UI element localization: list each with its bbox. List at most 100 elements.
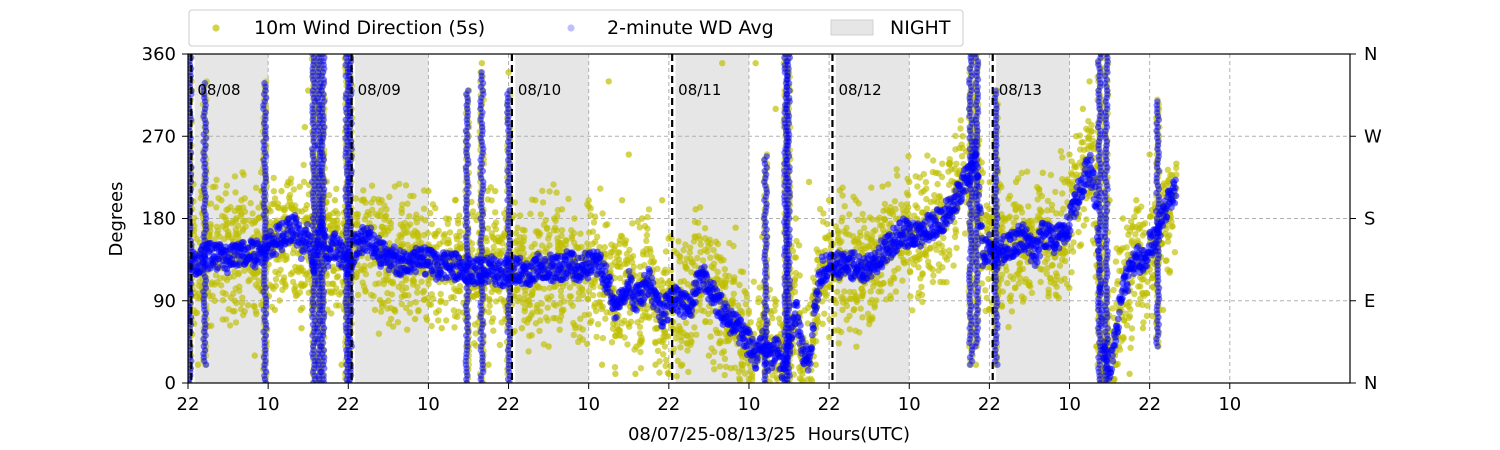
wind-point xyxy=(839,306,846,314)
wind-point xyxy=(871,304,878,311)
wind-point xyxy=(591,213,599,220)
wind-point xyxy=(616,237,624,244)
wind-point xyxy=(244,302,252,309)
wind-point xyxy=(998,271,1006,278)
wind-point xyxy=(840,228,848,235)
wind-point xyxy=(440,232,447,239)
wind-point xyxy=(823,235,830,242)
wind-point xyxy=(538,300,545,307)
wind-point xyxy=(702,318,709,325)
wind-point xyxy=(1144,302,1151,309)
wind-point xyxy=(929,266,936,273)
wind-point xyxy=(255,284,262,291)
wind-point xyxy=(385,227,392,234)
wind-point xyxy=(691,324,698,331)
wind-point xyxy=(543,245,550,252)
wind-point xyxy=(424,295,431,302)
wind-point xyxy=(643,245,650,253)
wind-point xyxy=(835,327,842,334)
wind-point xyxy=(283,252,290,260)
wind-point xyxy=(887,204,894,211)
wind-point xyxy=(287,271,295,278)
wind-point xyxy=(1162,257,1169,264)
wind-point xyxy=(585,203,592,210)
wind-point xyxy=(859,210,866,218)
wind-point xyxy=(290,278,297,286)
wind-point xyxy=(296,183,303,190)
wind-point xyxy=(1112,258,1120,265)
wind-point xyxy=(889,211,897,218)
wind-point xyxy=(1018,169,1025,177)
wind-point xyxy=(870,283,877,290)
wind-point xyxy=(394,319,402,326)
wind-point xyxy=(211,281,218,288)
wind-point xyxy=(377,212,384,219)
wind-point xyxy=(864,230,871,238)
wind-point xyxy=(959,133,966,140)
wind-point xyxy=(771,295,778,303)
wind-point xyxy=(378,223,386,230)
wind-point xyxy=(496,253,503,260)
wind-point xyxy=(636,224,643,231)
wind-point xyxy=(450,294,457,301)
wind-point xyxy=(914,253,921,260)
wind-point xyxy=(1011,284,1019,292)
wind-point xyxy=(1131,213,1138,221)
wind-point xyxy=(558,293,565,300)
wind-point xyxy=(796,272,803,279)
wind-point xyxy=(420,205,428,212)
wind-point xyxy=(390,323,397,330)
wind-point xyxy=(1132,224,1139,231)
wind-point xyxy=(407,300,414,307)
wind-point xyxy=(728,298,735,305)
wind-point xyxy=(411,315,419,323)
wind-point xyxy=(899,206,907,213)
wind-point xyxy=(1028,289,1036,296)
wind-point xyxy=(952,132,959,140)
wind-point xyxy=(518,324,526,332)
wind-point xyxy=(1140,319,1147,326)
wind-point xyxy=(594,321,602,328)
wind-point xyxy=(249,210,256,217)
wind-point xyxy=(1012,214,1020,221)
wind-point xyxy=(821,310,828,317)
wind-point xyxy=(557,287,565,295)
wind-point xyxy=(375,270,383,278)
wind-point xyxy=(1053,283,1060,290)
wind-point xyxy=(708,345,715,352)
wind-point xyxy=(211,297,218,304)
wind-point xyxy=(213,204,220,211)
wind-point xyxy=(536,327,543,334)
wind-point xyxy=(853,343,860,350)
wind-point xyxy=(1127,344,1134,351)
wind-point xyxy=(1010,201,1017,208)
wind-point xyxy=(521,308,528,315)
wind-point xyxy=(662,266,669,273)
wind-point xyxy=(415,236,422,243)
wind-point xyxy=(658,197,666,204)
wind-point xyxy=(661,343,669,350)
wind-point xyxy=(1139,324,1147,332)
wind-point xyxy=(456,228,464,235)
wind-point xyxy=(867,299,874,306)
wind-point xyxy=(407,192,414,200)
wind-point xyxy=(490,327,497,334)
wind-point xyxy=(923,195,930,203)
wind-point xyxy=(627,254,635,262)
wind-point xyxy=(218,197,225,204)
wind-point xyxy=(1088,128,1096,135)
wind-point xyxy=(664,280,672,287)
wind-point xyxy=(272,276,280,283)
wind-point xyxy=(1080,222,1088,229)
wind-point xyxy=(585,288,593,295)
wind-point xyxy=(914,204,921,211)
wind-point xyxy=(609,325,617,332)
wind-point xyxy=(675,238,682,245)
wind-point xyxy=(912,173,919,180)
wind-point xyxy=(1034,196,1041,203)
wind-point xyxy=(899,277,906,284)
wind-point xyxy=(1015,280,1022,287)
wind-point xyxy=(545,235,552,242)
wind-point xyxy=(858,292,866,300)
wind-point xyxy=(799,370,806,378)
